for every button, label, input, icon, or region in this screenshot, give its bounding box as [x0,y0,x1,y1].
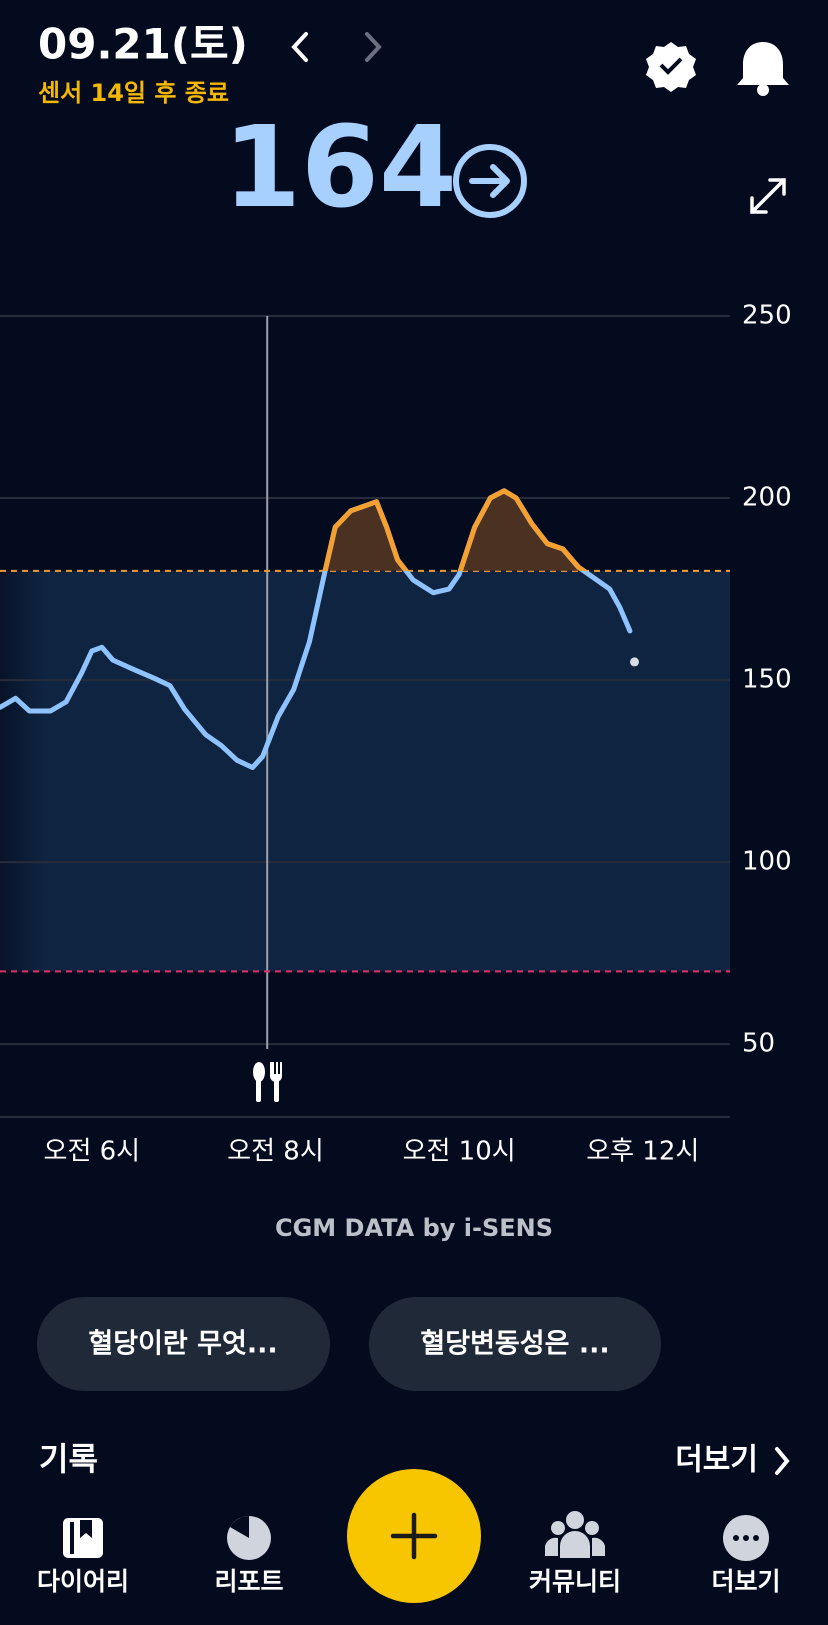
glucose-line-high [322,488,589,571]
x-tick-label: 오전 6시 [44,1137,141,1167]
verified-badge[interactable] [646,42,696,92]
y-tick-label: 100 [742,847,792,877]
diary-icon[interactable] [63,1518,103,1558]
chip-label[interactable]: 혈당이란 무엇... [88,1329,277,1360]
sensor-status: 센서 14일 후 종료 [38,79,229,107]
high-area [325,490,584,571]
nav-label[interactable]: 리포트 [214,1567,283,1596]
glucose-chart: 50 100 150 200 250 오전 6시 오전 8시 오전 10시 오후 12시 [0,301,792,1167]
y-tick-label: 200 [742,483,792,513]
chip[interactable] [369,1297,661,1391]
date: 09.21(토) [38,20,248,69]
more-link[interactable]: 더보기 [675,1443,758,1478]
meal-icon [253,1062,282,1102]
notification-bell[interactable] [737,42,789,96]
nav-label[interactable]: 더보기 [711,1567,780,1596]
current-glucose: 164 [223,103,457,233]
x-tick-label: 오전 8시 [227,1137,324,1167]
prev-day[interactable] [291,32,308,62]
add-plus[interactable] [390,1512,438,1560]
chip[interactable] [37,1297,330,1391]
more-chevron[interactable] [775,1447,790,1475]
trend-arrow [453,144,527,218]
y-tick-label: 150 [742,665,792,695]
expand-button[interactable] [750,178,786,214]
y-tick-label: 250 [742,301,792,331]
nav-label[interactable]: 다이어리 [37,1567,129,1596]
next-day[interactable] [365,32,382,62]
nav-label[interactable]: 커뮤니티 [529,1567,621,1596]
x-tick-label: 오후 12시 [586,1137,699,1167]
target-range-band [0,570,730,972]
report-icon[interactable] [227,1516,271,1560]
x-tick-label: 오전 10시 [403,1137,516,1167]
chip-label[interactable]: 혈당변동성은 ... [420,1329,609,1360]
more-icon[interactable] [723,1515,769,1561]
latest-point [630,657,640,667]
community-icon[interactable] [545,1511,605,1558]
data-source: CGM DATA by i-SENS [275,1214,553,1242]
section-title: 기록 [39,1440,98,1478]
y-tick-label: 50 [742,1029,775,1059]
